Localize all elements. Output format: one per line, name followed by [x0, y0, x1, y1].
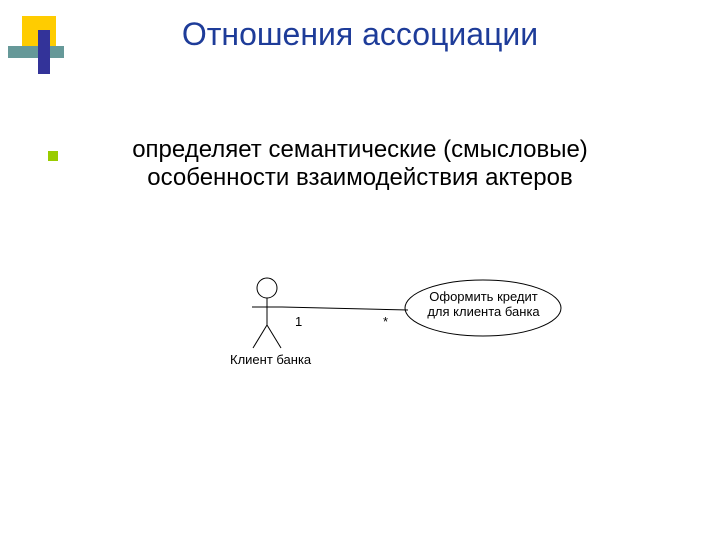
association-line [282, 307, 408, 310]
body-text: определяет семантические (смысловые) осо… [65, 136, 655, 192]
bullet-svg [48, 151, 58, 161]
multiplicity-left: 1 [295, 314, 302, 329]
usecase-line2: для клиента банка [427, 304, 539, 319]
usecase-line1: Оформить кредит [429, 289, 537, 304]
actor-leg-right [267, 325, 281, 348]
actor-label: Клиент банка [230, 352, 311, 367]
multiplicity-right: * [383, 314, 388, 329]
slide: Отношения ассоциации определяет семантич… [0, 0, 720, 540]
actor-head [257, 278, 277, 298]
bullet-icon [48, 148, 58, 158]
uml-diagram: Клиент банка 1 * Оформить кредит для кли… [175, 270, 575, 410]
slide-title: Отношения ассоциации [0, 16, 720, 53]
actor-leg-left [253, 325, 267, 348]
usecase-text: Оформить кредит для клиента банка [425, 290, 542, 320]
